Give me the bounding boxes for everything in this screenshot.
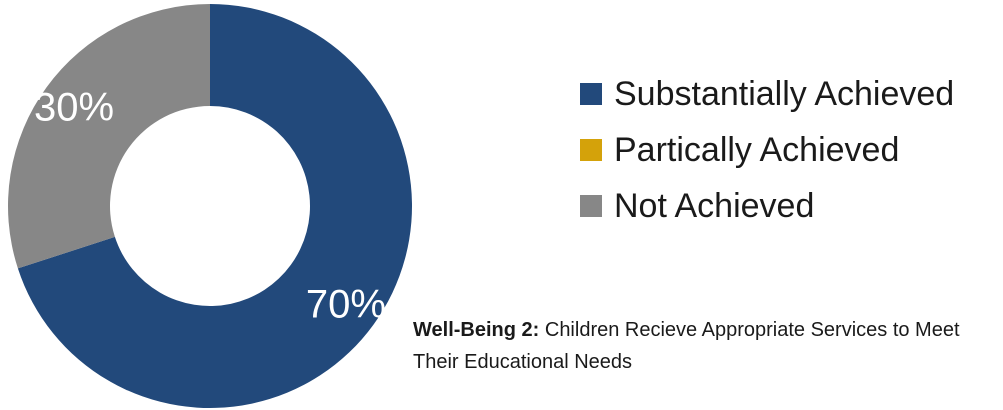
- slice-labels: 70% 30%: [34, 85, 386, 326]
- slice-substantially-achieved: [17, 4, 412, 408]
- chart-legend: Substantially Achieved Partically Achiev…: [580, 66, 954, 234]
- legend-label: Substantially Achieved: [614, 74, 955, 113]
- legend-item-not-achieved: Not Achieved: [580, 178, 954, 234]
- legend-swatch: [580, 83, 602, 105]
- chart-caption: Well-Being 2: Children Recieve Appropria…: [413, 314, 973, 378]
- caption-text: Children Recieve Appropriate Services to…: [413, 319, 960, 373]
- legend-label: Not Achieved: [614, 186, 815, 225]
- legend-item-substantially-achieved: Substantially Achieved: [580, 66, 954, 122]
- legend-item-partically-achieved: Partically Achieved: [580, 122, 954, 178]
- caption-title: Well-Being 2:: [413, 319, 540, 341]
- slice-label-not-achieved: 30%: [34, 85, 114, 129]
- donut-slices: [7, 4, 412, 408]
- legend-label: Partically Achieved: [614, 130, 900, 169]
- donut-chart: 70% 30%: [7, 4, 412, 408]
- slice-not-achieved: [7, 4, 211, 269]
- legend-swatch: [580, 139, 602, 161]
- slice-label-substantially-achieved: 70%: [306, 283, 386, 327]
- legend-swatch: [580, 195, 602, 217]
